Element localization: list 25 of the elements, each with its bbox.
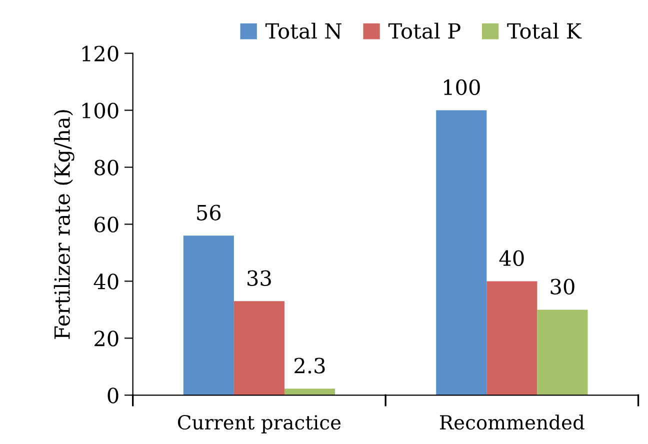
y-tick-label: 0 <box>108 388 118 404</box>
y-tick-label: 120 <box>82 46 118 62</box>
legend-label: Total P <box>388 22 460 39</box>
data-label: 33 <box>248 270 271 286</box>
y-axis-title: Fertilizer rate (Kg/ha) <box>54 110 74 339</box>
bar <box>436 110 487 396</box>
bar <box>284 388 336 396</box>
y-tick-label: 20 <box>94 330 118 346</box>
y-tick-label: 40 <box>94 274 118 290</box>
y-tick-label: 100 <box>82 102 118 118</box>
bar <box>486 281 538 396</box>
legend-label: Total N <box>265 22 342 39</box>
bar <box>537 310 588 396</box>
bar <box>183 236 234 396</box>
y-tick-label: 60 <box>94 216 118 232</box>
x-tick-label: Current practice <box>178 414 341 434</box>
data-label: 30 <box>550 278 574 295</box>
data-label: 2.3 <box>294 358 325 374</box>
data-label: 40 <box>499 250 524 266</box>
data-label: 56 <box>197 204 221 220</box>
y-tick-label: 80 <box>94 160 118 176</box>
data-label: 100 <box>444 79 480 96</box>
legend-label: Total K <box>507 22 582 39</box>
bar <box>234 301 284 396</box>
x-tick-label: Recommended <box>440 414 584 430</box>
